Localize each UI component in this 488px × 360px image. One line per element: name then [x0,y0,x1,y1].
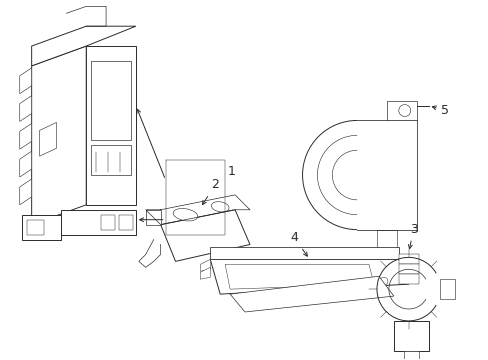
Polygon shape [210,260,408,294]
Circle shape [398,105,410,117]
Polygon shape [145,210,161,225]
Text: 2: 2 [202,179,219,204]
Polygon shape [91,61,131,140]
Polygon shape [20,123,32,149]
Polygon shape [40,122,56,156]
Polygon shape [119,215,133,230]
Polygon shape [393,321,427,351]
Polygon shape [376,230,396,255]
Polygon shape [200,267,210,279]
Polygon shape [20,68,32,94]
Polygon shape [161,210,249,261]
Polygon shape [101,215,115,230]
Circle shape [379,277,387,285]
Polygon shape [210,247,398,260]
Polygon shape [200,260,210,271]
Polygon shape [27,220,43,235]
Text: 1: 1 [228,165,236,178]
Polygon shape [230,276,393,312]
Polygon shape [398,264,418,274]
Polygon shape [440,279,454,299]
Polygon shape [403,351,418,360]
Polygon shape [61,210,136,235]
Polygon shape [398,274,418,284]
Polygon shape [32,26,136,66]
Polygon shape [20,179,32,205]
Polygon shape [86,46,136,205]
Polygon shape [21,215,61,239]
Ellipse shape [173,208,197,221]
Text: 4: 4 [290,231,306,256]
Polygon shape [20,96,32,121]
Ellipse shape [211,202,228,212]
Polygon shape [224,264,373,289]
Text: 3: 3 [407,222,417,249]
Text: 5: 5 [431,104,448,117]
Polygon shape [32,46,86,225]
Polygon shape [91,145,131,175]
Polygon shape [398,255,418,264]
Polygon shape [20,151,32,177]
